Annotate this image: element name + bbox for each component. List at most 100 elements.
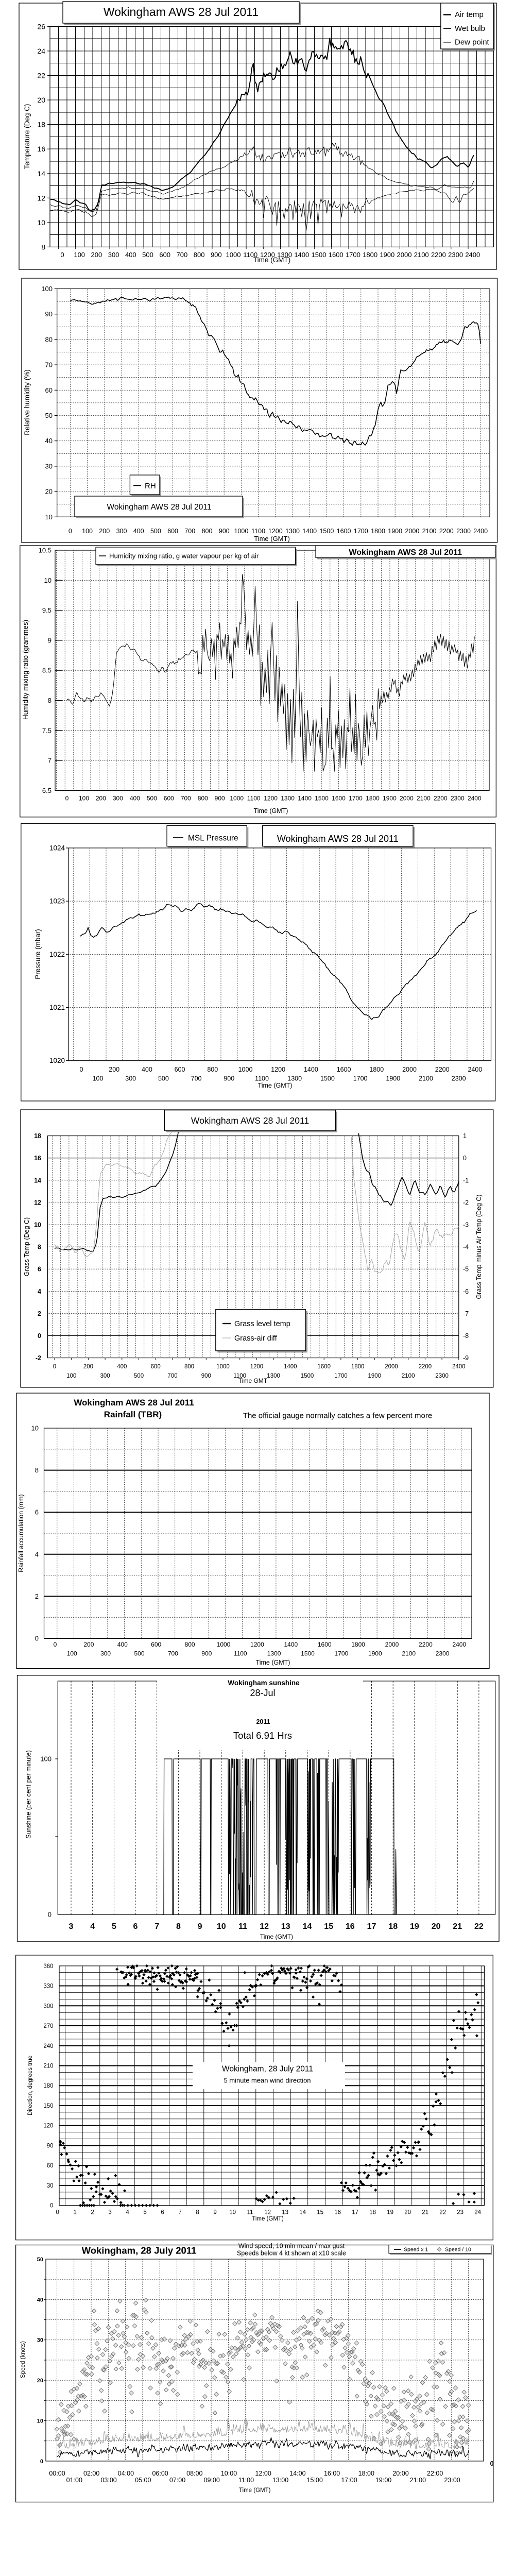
svg-text:07:00: 07:00 (169, 2477, 185, 2484)
svg-text:10: 10 (31, 1425, 39, 1432)
svg-text:3: 3 (108, 2210, 111, 2216)
svg-text:10: 10 (34, 1222, 41, 1229)
svg-text:20: 20 (37, 2378, 43, 2384)
svg-text:1300: 1300 (267, 1373, 280, 1379)
svg-text:1700: 1700 (335, 1650, 349, 1657)
svg-text:05:00: 05:00 (135, 2477, 151, 2484)
svg-text:1800: 1800 (351, 1364, 365, 1370)
svg-text:700: 700 (167, 1373, 177, 1379)
svg-text:1500: 1500 (319, 528, 334, 535)
svg-text:1500: 1500 (301, 1650, 315, 1657)
svg-text:90: 90 (47, 2143, 54, 2149)
svg-text:800: 800 (207, 1066, 218, 1073)
svg-text:1500: 1500 (320, 1075, 335, 1082)
svg-text:2300: 2300 (435, 1373, 449, 1379)
svg-text:300: 300 (113, 795, 123, 802)
svg-text:1200: 1200 (260, 251, 275, 259)
svg-text:500: 500 (142, 251, 153, 259)
svg-text:5: 5 (112, 1922, 116, 1931)
svg-text:80: 80 (45, 335, 53, 343)
svg-text:2200: 2200 (419, 1364, 432, 1370)
svg-text:1300: 1300 (287, 1075, 302, 1082)
svg-text:Time (GMT): Time (GMT) (260, 1933, 293, 1940)
svg-text:270: 270 (43, 2023, 53, 2029)
svg-text:700: 700 (168, 1650, 178, 1657)
svg-text:1600: 1600 (337, 528, 351, 535)
svg-text:Wokingham AWS 28 Jul 2011: Wokingham AWS 28 Jul 2011 (104, 5, 259, 19)
svg-text:8.5: 8.5 (42, 667, 52, 674)
svg-text:0: 0 (35, 1635, 39, 1642)
svg-text:2000: 2000 (402, 1066, 417, 1073)
svg-text:1100: 1100 (233, 1373, 246, 1379)
svg-text:400: 400 (125, 251, 136, 259)
svg-text:300: 300 (100, 1373, 110, 1379)
svg-text:1900: 1900 (388, 528, 402, 535)
svg-text:600: 600 (164, 795, 174, 802)
svg-text:18: 18 (369, 2210, 376, 2216)
svg-text:14: 14 (303, 1922, 312, 1931)
svg-text:500: 500 (158, 1075, 169, 1082)
svg-text:360: 360 (43, 1963, 53, 1970)
svg-text:Speed x 1: Speed x 1 (404, 2247, 428, 2253)
svg-text:700: 700 (191, 1075, 202, 1082)
svg-text:2400: 2400 (468, 795, 482, 802)
svg-text:Dew point: Dew point (455, 38, 490, 47)
svg-text:800: 800 (184, 1364, 194, 1370)
svg-text:-2: -2 (36, 1354, 41, 1362)
svg-text:14:00: 14:00 (289, 2470, 305, 2477)
svg-text:200: 200 (109, 1066, 119, 1073)
svg-text:300: 300 (100, 1650, 111, 1657)
svg-text:1400: 1400 (294, 251, 309, 259)
svg-text:Air temp: Air temp (455, 10, 484, 19)
svg-text:500: 500 (150, 528, 161, 535)
svg-text:10: 10 (37, 2418, 43, 2425)
svg-text:50: 50 (45, 412, 53, 419)
svg-text:13:00: 13:00 (272, 2477, 288, 2484)
svg-text:14: 14 (34, 1177, 41, 1184)
svg-text:18:00: 18:00 (358, 2470, 374, 2477)
svg-text:11: 11 (238, 1922, 247, 1931)
svg-text:40: 40 (45, 437, 53, 445)
svg-text:10.5: 10.5 (39, 547, 52, 554)
svg-text:Pressure (mbar): Pressure (mbar) (34, 929, 42, 979)
svg-text:900: 900 (201, 1650, 212, 1657)
svg-text:1600: 1600 (332, 795, 346, 802)
svg-text:20: 20 (432, 1922, 441, 1931)
svg-text:1000: 1000 (226, 251, 241, 259)
svg-text:100: 100 (41, 285, 53, 293)
svg-text:1100: 1100 (251, 528, 265, 535)
svg-text:10: 10 (44, 577, 52, 584)
svg-text:400: 400 (117, 1364, 127, 1370)
svg-text:-1: -1 (463, 1177, 469, 1184)
svg-text:MSL Pressure: MSL Pressure (188, 834, 238, 843)
svg-text:1600: 1600 (318, 1641, 332, 1648)
svg-text:0: 0 (80, 1066, 83, 1073)
svg-text:30: 30 (45, 462, 53, 470)
svg-text:Speed / 10: Speed / 10 (445, 2247, 471, 2253)
svg-text:0: 0 (56, 2210, 59, 2216)
svg-text:14: 14 (299, 2210, 306, 2216)
svg-text:8: 8 (176, 1922, 181, 1931)
svg-text:2300: 2300 (448, 251, 463, 259)
svg-text:900: 900 (219, 528, 230, 535)
svg-text:150: 150 (43, 2103, 53, 2109)
svg-text:1800: 1800 (369, 1066, 384, 1073)
svg-text:400: 400 (130, 795, 140, 802)
svg-text:Wokingham, 28 July 2011: Wokingham, 28 July 2011 (82, 2245, 197, 2256)
svg-text:20: 20 (45, 488, 53, 496)
svg-text:Wokingham AWS 28 Jul 2011: Wokingham AWS 28 Jul 2011 (107, 503, 211, 512)
svg-text:1400: 1400 (304, 1066, 318, 1073)
svg-text:6: 6 (133, 1922, 138, 1931)
svg-text:1300: 1300 (267, 1650, 281, 1657)
svg-text:800: 800 (185, 1641, 195, 1648)
svg-text:200: 200 (91, 251, 102, 259)
svg-text:500: 500 (134, 1650, 144, 1657)
svg-text:08:00: 08:00 (186, 2470, 202, 2477)
svg-text:The official gauge normally ca: The official gauge normally catches a fe… (243, 1412, 432, 1420)
svg-text:2400: 2400 (452, 1364, 466, 1370)
svg-text:Rainfall (TBR): Rainfall (TBR) (104, 1410, 162, 1419)
svg-text:2: 2 (38, 1310, 41, 1317)
svg-text:1021: 1021 (49, 1004, 65, 1011)
svg-text:Wokingham, 28 July 2011: Wokingham, 28 July 2011 (222, 2065, 313, 2074)
svg-text:600: 600 (151, 1364, 161, 1370)
